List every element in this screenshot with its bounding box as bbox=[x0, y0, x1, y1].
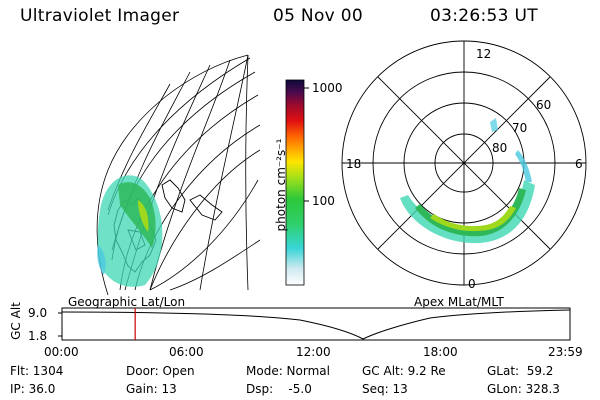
polar-mlt-label-right: 6 bbox=[575, 157, 583, 171]
seq-value: Seq: 13 bbox=[362, 382, 408, 396]
door-value: Door: Open bbox=[126, 364, 195, 378]
glat-value: GLat: 59.2 bbox=[487, 364, 554, 378]
altitude-curve bbox=[61, 309, 571, 340]
gain-value: Gain: 13 bbox=[126, 382, 177, 396]
gc-alt-value: GC Alt: 9.2 Re bbox=[362, 364, 446, 378]
colorbar-tick-100: 100 bbox=[312, 194, 335, 208]
timeline-axis-label: GC Alt bbox=[9, 302, 23, 340]
timeline-tick-0000: 00:00 bbox=[44, 345, 79, 359]
date-label: 05 Nov 00 bbox=[273, 6, 363, 26]
colorbar-unit-label: photon cm⁻²s⁻¹ bbox=[274, 138, 288, 232]
timeline-tick-2359: 23:59 bbox=[548, 345, 583, 359]
polar-lat-label-70: 70 bbox=[512, 121, 528, 135]
coastline bbox=[113, 179, 223, 273]
polar-mlt-label-left: 18 bbox=[346, 157, 362, 171]
timeline-tick-1800: 18:00 bbox=[423, 345, 458, 359]
timeline-frame bbox=[61, 307, 571, 341]
colorbar-tick-1000: 1000 bbox=[312, 81, 343, 95]
polar-mlt-label-top: 12 bbox=[476, 47, 492, 61]
polar-grid bbox=[341, 40, 587, 286]
glon-value: GLon: 328.3 bbox=[487, 382, 560, 396]
polar-lat-label-60: 60 bbox=[536, 98, 552, 112]
aurora-emission bbox=[97, 175, 163, 287]
timeline-tick-0600: 06:00 bbox=[169, 345, 204, 359]
polar-plot-caption: Apex MLat/MLT bbox=[414, 295, 504, 309]
ip-value: IP: 36.0 bbox=[10, 382, 56, 396]
dsp-value: Dsp: -5.0 bbox=[246, 382, 312, 396]
polar-mlt-label-bottom: 0 bbox=[468, 277, 476, 291]
geographic-map-caption: Geographic Lat/Lon bbox=[68, 295, 186, 309]
lat-lon-grid bbox=[96, 54, 260, 296]
mode-value: Mode: Normal bbox=[246, 364, 330, 378]
time-label: 03:26:53 UT bbox=[430, 6, 538, 26]
timeline-tick-1200: 12:00 bbox=[296, 345, 331, 359]
timeline-ytick-bottom: 1.8 bbox=[28, 329, 48, 343]
flt-value: Flt: 1304 bbox=[10, 364, 64, 378]
app-title: Ultraviolet Imager bbox=[20, 6, 180, 26]
polar-lat-label-80: 80 bbox=[492, 141, 508, 155]
colorbar-gradient bbox=[285, 79, 305, 286]
timeline-ytick-top: 9.0 bbox=[28, 306, 48, 320]
auroral-oval bbox=[400, 118, 535, 244]
